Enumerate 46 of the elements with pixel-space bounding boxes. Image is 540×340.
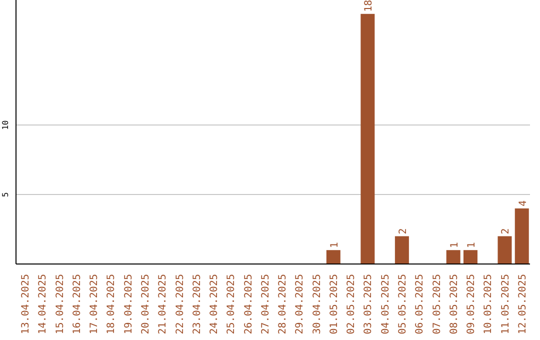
- x-tick-label: 06.05.2025: [414, 274, 426, 334]
- x-tick-label: 03.05.2025: [363, 274, 374, 334]
- bar: [394, 236, 409, 264]
- bar: [326, 250, 340, 264]
- x-tick-label: 14.04.2025: [38, 274, 49, 334]
- x-tick-label: 20.04.2025: [140, 274, 152, 334]
- data-label: 2: [500, 228, 512, 234]
- x-tick-label: 01.05.2025: [328, 274, 340, 334]
- bar: [463, 250, 478, 264]
- x-tick-label: 30.04.2025: [312, 274, 323, 334]
- x-tick-label: 25.04.2025: [226, 274, 238, 334]
- x-tick-label: 27.04.2025: [260, 274, 272, 334]
- bar: [498, 236, 512, 264]
- x-tick-label: 08.05.2025: [448, 274, 460, 334]
- x-tick-label: 29.04.2025: [294, 274, 306, 334]
- x-tick-label: 04.05.2025: [380, 274, 392, 334]
- data-label: 1: [449, 242, 460, 248]
- x-tick-label: 12.05.2025: [517, 274, 528, 334]
- x-tick-label: 28.04.2025: [278, 274, 289, 334]
- x-tick-label: 24.04.2025: [209, 274, 220, 334]
- x-tick-label: 07.05.2025: [432, 274, 443, 334]
- x-tick-label: 10.05.2025: [483, 274, 494, 334]
- y-tick-label: 5: [1, 192, 10, 197]
- x-tick-label: 16.04.2025: [72, 274, 83, 334]
- x-tick-label: 26.04.2025: [243, 274, 254, 334]
- x-tick-label: 22.04.2025: [174, 274, 186, 334]
- x-tick-label: 23.04.2025: [192, 274, 203, 334]
- data-label: 1: [466, 242, 478, 248]
- x-tick-label: 05.05.2025: [398, 274, 408, 334]
- x-tick-label: 11.05.2025: [500, 274, 512, 334]
- bar: [360, 14, 375, 264]
- bar: [446, 250, 460, 264]
- x-tick-label: 13.04.2025: [20, 274, 32, 334]
- x-tick-label: 02.05.2025: [346, 274, 358, 334]
- data-label: 18: [364, 0, 375, 12]
- x-tick-label: 09.05.2025: [466, 274, 478, 334]
- data-label: 4: [518, 200, 529, 206]
- data-label: 2: [398, 228, 409, 234]
- x-tick-label: 15.04.2025: [54, 274, 66, 334]
- data-label: 1: [329, 242, 340, 248]
- bar: [514, 208, 529, 264]
- y-tick-label: 10: [1, 120, 10, 130]
- x-tick-label: 17.04.2025: [89, 274, 100, 334]
- x-tick-label: 19.04.2025: [123, 274, 134, 334]
- x-tick-label: 18.04.2025: [106, 274, 118, 334]
- x-tick-label: 21.04.2025: [158, 274, 169, 334]
